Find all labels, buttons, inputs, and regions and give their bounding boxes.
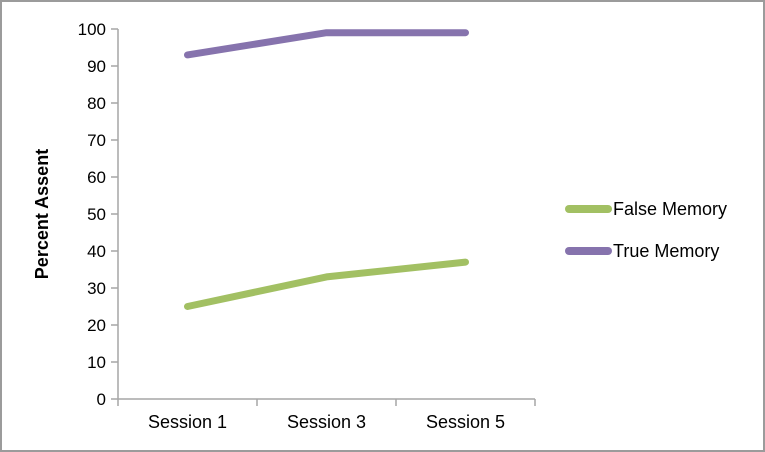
y-tick-label: 20 xyxy=(87,316,106,335)
y-tick-label: 80 xyxy=(87,94,106,113)
y-tick-label: 30 xyxy=(87,279,106,298)
y-tick-label: 50 xyxy=(87,205,106,224)
legend-label-true-memory: True Memory xyxy=(613,240,720,261)
y-tick-label: 60 xyxy=(87,168,106,187)
legend-item-true-memory: True Memory xyxy=(565,240,727,262)
y-tick-label: 0 xyxy=(97,390,106,409)
legend: False Memory True Memory xyxy=(565,198,727,262)
y-tick-label: 10 xyxy=(87,353,106,372)
y-tick-label: 40 xyxy=(87,242,106,261)
x-category-label: Session 5 xyxy=(426,412,505,432)
y-tick-label: 100 xyxy=(78,20,106,39)
series-line-true-memory xyxy=(184,29,469,59)
y-tick-label: 90 xyxy=(87,57,106,76)
x-category-label: Session 3 xyxy=(287,412,366,432)
y-tick-label: 70 xyxy=(87,131,106,150)
legend-swatch-true-memory xyxy=(565,247,612,255)
legend-label-false-memory: False Memory xyxy=(613,198,728,219)
legend-swatch-false-memory xyxy=(565,205,612,213)
series-line-false-memory xyxy=(184,258,469,310)
legend-item-false-memory: False Memory xyxy=(565,198,727,220)
x-category-label: Session 1 xyxy=(148,412,227,432)
